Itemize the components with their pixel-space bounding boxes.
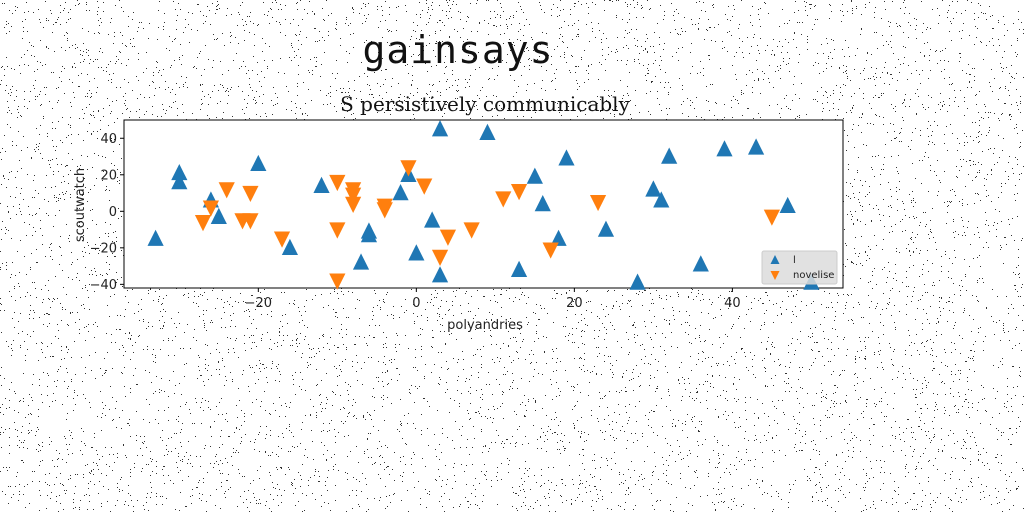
point-l bbox=[510, 260, 528, 277]
point-l bbox=[360, 222, 378, 239]
x-axis: −20 0 20 40 bbox=[245, 288, 741, 311]
point-novelise bbox=[510, 184, 528, 201]
x-tick-label: 20 bbox=[566, 296, 583, 311]
legend-label-novelise: novelise bbox=[793, 270, 834, 281]
point-novelise bbox=[542, 242, 559, 259]
plot-area bbox=[123, 119, 844, 289]
point-novelise bbox=[345, 196, 362, 213]
point-l bbox=[352, 253, 370, 270]
point-novelise bbox=[431, 249, 449, 266]
legend-box bbox=[761, 250, 838, 285]
x-axis-label: polyandries bbox=[447, 318, 523, 333]
y-tick-label: 20 bbox=[100, 168, 117, 183]
y-axis: −40 −20 0 20 40 bbox=[90, 132, 124, 293]
point-novelise bbox=[242, 185, 259, 203]
point-l bbox=[653, 191, 670, 208]
point-l bbox=[313, 176, 330, 193]
point-novelise bbox=[194, 215, 212, 232]
point-l bbox=[479, 123, 496, 140]
point-novelise bbox=[345, 187, 362, 204]
point-novelise bbox=[589, 194, 607, 212]
point-l bbox=[747, 138, 765, 155]
point-novelise bbox=[400, 160, 417, 177]
y-tick-label: −40 bbox=[90, 278, 117, 293]
point-l bbox=[661, 147, 678, 164]
point-l bbox=[526, 167, 543, 184]
point-novelise bbox=[763, 209, 780, 226]
y-tick-label: 40 bbox=[100, 132, 117, 147]
legend: l novelise bbox=[761, 250, 838, 285]
point-novelise bbox=[439, 229, 457, 246]
point-novelise bbox=[329, 174, 346, 192]
point-l bbox=[281, 238, 299, 256]
point-novelise bbox=[329, 273, 346, 290]
point-l bbox=[550, 229, 567, 246]
legend-label-l: l bbox=[793, 255, 796, 266]
point-novelise bbox=[495, 191, 512, 208]
point-l bbox=[716, 140, 733, 157]
figure-suptitle: gainsays bbox=[362, 28, 554, 72]
point-novelise bbox=[416, 178, 433, 195]
chart-title: S persistively communicably bbox=[340, 92, 630, 116]
y-tick-label: 0 bbox=[109, 205, 117, 220]
x-tick-label: 0 bbox=[412, 296, 420, 311]
point-l bbox=[597, 220, 615, 237]
point-novelise bbox=[463, 222, 480, 239]
point-novelise bbox=[273, 231, 291, 248]
point-l bbox=[424, 211, 441, 228]
point-l bbox=[431, 120, 449, 137]
point-l bbox=[645, 180, 662, 197]
point-l bbox=[250, 154, 267, 172]
y-axis-label: scoutwatch bbox=[73, 168, 88, 242]
point-l bbox=[171, 173, 188, 190]
point-l bbox=[629, 273, 646, 290]
point-l bbox=[171, 163, 188, 181]
point-l bbox=[558, 149, 575, 166]
point-novelise bbox=[376, 198, 393, 215]
x-tick-label: 40 bbox=[724, 296, 741, 311]
point-l bbox=[431, 266, 449, 283]
point-novelise bbox=[242, 213, 259, 230]
point-l bbox=[408, 244, 425, 261]
y-tick-label: −20 bbox=[90, 241, 117, 256]
data-markers bbox=[147, 120, 820, 290]
point-l bbox=[147, 229, 164, 246]
point-l bbox=[534, 195, 551, 212]
point-novelise bbox=[202, 200, 220, 217]
legend-marker-novelise bbox=[770, 271, 780, 280]
legend-marker-l bbox=[770, 255, 780, 264]
point-novelise bbox=[329, 222, 346, 239]
x-tick-label: −20 bbox=[245, 296, 272, 311]
point-novelise bbox=[218, 182, 235, 199]
point-l bbox=[779, 196, 796, 214]
point-l bbox=[392, 184, 409, 201]
point-l bbox=[692, 255, 709, 272]
point-l bbox=[210, 207, 227, 224]
